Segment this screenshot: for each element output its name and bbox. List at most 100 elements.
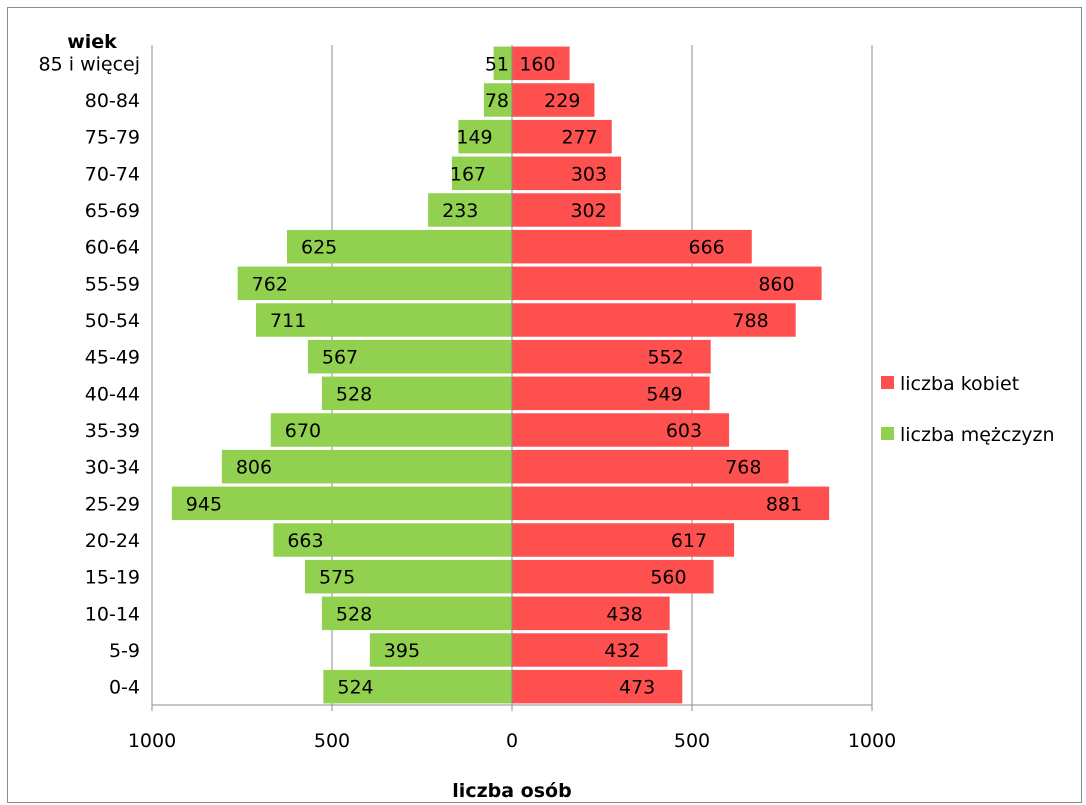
bar-women-30-34 xyxy=(512,449,789,484)
legend-swatch xyxy=(881,427,894,440)
bar-men-70-74 xyxy=(451,156,512,191)
category-label: 30-34 xyxy=(85,457,140,479)
bar-women-20-24 xyxy=(512,523,735,557)
category-label: 10-14 xyxy=(85,603,140,625)
category-label: 25-29 xyxy=(85,493,140,515)
labels: 473 524 0-4 432 395 5-9 438 528 10-14 560 575 15-19… xyxy=(39,31,897,802)
legend: liczba kobiet liczba mężczyzn xyxy=(881,373,1055,446)
data-label-men: 945 xyxy=(186,493,222,515)
bar-women-55-59 xyxy=(512,266,822,301)
data-label-men: 395 xyxy=(384,640,420,662)
category-label: 35-39 xyxy=(85,420,140,442)
bar-men-45-49 xyxy=(307,339,512,374)
data-label-women: 473 xyxy=(619,677,655,699)
category-label: 70-74 xyxy=(85,163,140,185)
bars xyxy=(171,46,830,704)
category-label: 55-59 xyxy=(85,273,140,295)
category-label: 20-24 xyxy=(85,530,140,552)
bar-men-60-64 xyxy=(287,229,512,264)
bar-women-45-49 xyxy=(512,339,711,374)
data-label-men: 524 xyxy=(337,677,373,699)
gridlines xyxy=(151,45,873,705)
bar-men-5-9 xyxy=(369,633,512,667)
x-tick-label: 500 xyxy=(674,730,710,752)
data-label-men: 575 xyxy=(319,567,355,589)
bar-men-0-4 xyxy=(323,669,512,704)
data-label-men: 625 xyxy=(301,237,337,259)
bar-women-50-54 xyxy=(512,303,796,337)
bar-men-35-39 xyxy=(270,413,512,447)
data-label-men: 711 xyxy=(270,310,306,332)
bar-men-40-44 xyxy=(321,376,512,411)
data-label-women: 432 xyxy=(604,640,640,662)
bar-women-35-39 xyxy=(512,413,730,447)
bar-women-10-14 xyxy=(512,596,670,631)
data-label-men: 167 xyxy=(450,163,486,185)
data-label-women: 860 xyxy=(758,273,794,295)
data-label-women: 560 xyxy=(650,567,686,589)
category-label: 5-9 xyxy=(109,640,140,662)
data-label-men: 663 xyxy=(287,530,323,552)
category-label: 50-54 xyxy=(85,310,140,332)
category-label: 65-69 xyxy=(85,200,140,222)
legend-swatch xyxy=(881,376,894,389)
bar-men-85 i więcej xyxy=(493,46,512,81)
bar-men-80-84 xyxy=(483,83,512,117)
bar-men-10-14 xyxy=(321,596,512,631)
data-label-men: 567 xyxy=(322,347,358,369)
bar-men-50-54 xyxy=(256,303,512,337)
bar-women-80-84 xyxy=(512,83,595,117)
data-label-women: 666 xyxy=(688,237,724,259)
data-label-women: 617 xyxy=(671,530,707,552)
bar-women-40-44 xyxy=(512,376,710,411)
bar-women-70-74 xyxy=(512,156,622,191)
data-label-men: 670 xyxy=(285,420,321,442)
bar-women-5-9 xyxy=(512,633,668,667)
x-tick-label: 0 xyxy=(506,730,518,752)
data-label-women: 277 xyxy=(561,127,597,149)
bar-men-55-59 xyxy=(237,266,512,301)
data-label-men: 51 xyxy=(485,53,509,75)
data-label-women: 768 xyxy=(725,457,761,479)
category-label: 45-49 xyxy=(85,347,140,369)
data-label-women: 881 xyxy=(766,493,802,515)
x-tick-label: 1000 xyxy=(128,730,176,752)
category-label: 40-44 xyxy=(85,383,140,405)
bar-women-60-64 xyxy=(512,229,752,264)
legend-label: liczba kobiet xyxy=(900,373,1019,395)
data-label-women: 160 xyxy=(519,53,555,75)
data-label-women: 552 xyxy=(647,347,683,369)
data-label-men: 528 xyxy=(336,383,372,405)
category-label: 15-19 xyxy=(85,567,140,589)
bar-women-15-19 xyxy=(512,559,714,594)
legend-label: liczba mężczyzn xyxy=(900,424,1055,446)
category-label: 60-64 xyxy=(85,237,140,259)
data-label-women: 603 xyxy=(666,420,702,442)
category-label: 0-4 xyxy=(109,677,140,699)
data-label-men: 233 xyxy=(442,200,478,222)
x-tick-label: 1000 xyxy=(848,730,896,752)
bar-men-30-34 xyxy=(221,449,512,484)
category-label: 75-79 xyxy=(85,127,140,149)
data-label-men: 762 xyxy=(252,273,288,295)
x-axis-title: liczba osób xyxy=(452,780,571,802)
x-tick-label: 500 xyxy=(314,730,350,752)
bar-men-65-69 xyxy=(428,193,512,227)
data-label-men: 78 xyxy=(485,90,509,112)
data-label-women: 788 xyxy=(732,310,768,332)
data-label-women: 549 xyxy=(646,383,682,405)
bar-women-85 i więcej xyxy=(512,46,570,81)
data-label-men: 149 xyxy=(456,127,492,149)
data-label-women: 302 xyxy=(570,200,606,222)
bar-women-65-69 xyxy=(512,193,621,227)
y-axis-title: wiek xyxy=(67,31,117,53)
data-label-men: 528 xyxy=(336,603,372,625)
bar-men-20-24 xyxy=(273,523,512,557)
category-label: 85 i więcej xyxy=(39,53,140,75)
bar-men-15-19 xyxy=(305,559,512,594)
data-label-women: 303 xyxy=(571,163,607,185)
bar-men-25-29 xyxy=(171,486,513,521)
data-label-women: 229 xyxy=(544,90,580,112)
axes xyxy=(151,45,873,711)
